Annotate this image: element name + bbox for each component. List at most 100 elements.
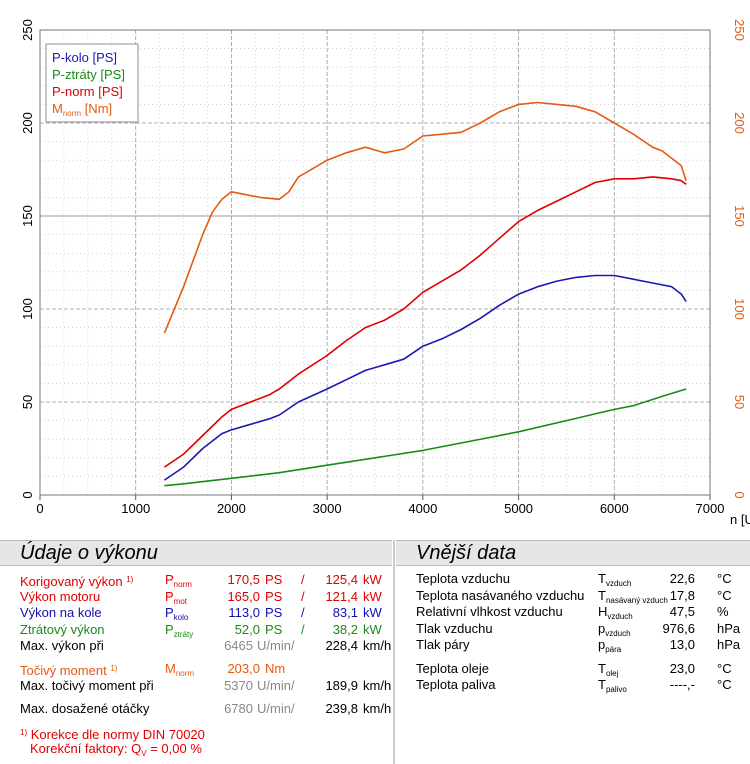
vykon-symbol-2: Pkolo (165, 605, 189, 622)
legend-entry-3: Mnorm [Nm] (52, 101, 112, 118)
max-vykon-speed-unit: km/h (363, 638, 392, 653)
chart-legend: P-kolo [PS] P-ztráty [PS] P-norm [PS] Mnorm… (45, 43, 139, 123)
vykon-unit-ps-3: PS (265, 621, 283, 637)
max-moment-rpm: 5370 (224, 678, 253, 693)
vykon-symbol-1: Pmot (165, 588, 188, 606)
correction-factor: Korekční faktory: QV = 0,00 % (30, 741, 202, 758)
vnejsi-value-6: ----,- (669, 677, 695, 692)
vykon-symbol-0: Pnorm (165, 572, 192, 589)
vnejsi-symbol-0: Tvzduch (598, 571, 632, 588)
moment-symbol: Mnorm (165, 661, 195, 678)
vnejsi-symbol-5: Tolej (598, 660, 619, 678)
panel-divider (393, 540, 395, 764)
x-tick-label: 1000 (121, 501, 150, 516)
vnejsi-panel-header: Vnější data (396, 540, 750, 566)
vnejsi-value-4: 13,0 (669, 637, 695, 652)
plot-frame (39, 29, 711, 496)
vnejsi-unit-2: % (717, 604, 729, 619)
series-line-3 (163, 101, 687, 334)
vykon-value-ps-0: 170,5 (227, 572, 260, 587)
legend-entry-2: P-norm [PS] (52, 84, 123, 99)
vykon-unit-kw-2: kW (363, 605, 382, 620)
vykon-sep-2: / (301, 605, 305, 620)
legend-entry-1: P-ztráty [PS] (52, 67, 125, 82)
vykon-label-1: Výkon motoru (20, 588, 101, 604)
vykon-label-3: Ztrátový výkon (20, 621, 105, 637)
legend-entry-0: P-kolo [PS] (52, 50, 117, 65)
vykon-panel-header: Údaje o výkonu (0, 540, 392, 566)
y2-tick-label: 150 (732, 205, 747, 227)
vnejsi-label-6: Teplota paliva (416, 677, 496, 692)
legend-box (45, 43, 139, 123)
vnejsi-unit-1: °C (717, 587, 732, 603)
vnejsi-label-2: Relativní vlhkost vzduchu (416, 604, 563, 619)
vykon-value-ps-2: 113,0 (228, 605, 260, 620)
vnejsi-label-5: Teplota oleje (416, 660, 489, 676)
vnejsi-symbol-2: Hvzduch (598, 604, 633, 621)
x-tick-label: 0 (36, 501, 43, 516)
max-vykon-rpm-unit: U/min/ (257, 638, 295, 653)
x-tick-label: 4000 (408, 501, 437, 516)
vnejsi-unit-6: °C (717, 677, 732, 692)
vykon-title: Údaje o výkonu (20, 542, 158, 564)
vykon-unit-ps-1: PS (265, 588, 283, 604)
vnejsi-symbol-1: Tnasávaný vzduch (598, 587, 668, 605)
max-otacky-speed-unit: km/h (363, 701, 392, 716)
max-moment-speed: 189,9 (325, 678, 358, 693)
vykon-symbol-3: Pztráty (165, 621, 194, 639)
x-axis-label: n [U (730, 512, 750, 527)
max-otacky-rpm-unit: U/min/ (257, 701, 295, 716)
max-moment-rpm-unit: U/min/ (257, 678, 295, 693)
footnote: 1) Korekce dle normy DIN 70020 (20, 727, 205, 742)
max-otacky-label: Max. dosažené otáčky (20, 701, 150, 716)
y-tick-label: 100 (20, 298, 35, 320)
vykon-unit-kw-1: kW (363, 588, 382, 604)
max-vykon-rpm: 6465 (224, 638, 253, 653)
vykon-value-kw-0: 125,4 (325, 572, 358, 587)
vnejsi-label-4: Tlak páry (416, 637, 470, 652)
vnejsi-value-2: 47,5 (669, 604, 695, 619)
vykon-value-ps-3: 52,0 (234, 621, 260, 637)
moment-value: 203,0 (227, 661, 260, 676)
vykon-unit-kw-0: kW (363, 572, 382, 587)
x-tick-label: 6000 (600, 501, 629, 516)
vykon-label-0: Korigovaný výkon 1) (20, 574, 134, 589)
vnejsi-symbol-3: pvzduch (598, 620, 631, 638)
vnejsi-value-1: 17,8 (669, 587, 695, 603)
vykon-sep-3: / (301, 621, 305, 637)
vnejsi-unit-5: °C (717, 660, 732, 676)
vykon-unit-ps-0: PS (265, 572, 283, 587)
moment-label: Točivý moment 1) (20, 663, 118, 678)
vykon-sep-0: / (301, 572, 305, 587)
series-line-2 (163, 176, 687, 468)
x-tick-label: 3000 (313, 501, 342, 516)
max-moment-speed-unit: km/h (363, 678, 392, 693)
vnejsi-value-5: 23,0 (669, 660, 695, 676)
vnejsi-value-3: 976,6 (662, 620, 695, 636)
chart-grid (40, 30, 710, 495)
y-tick-label: 200 (20, 112, 35, 134)
vnejsi-label-1: Teplota nasávaného vzduchu (416, 587, 585, 603)
vnejsi-unit-4: hPa (717, 637, 741, 652)
vnejsi-value-0: 22,6 (669, 571, 695, 586)
chart-series (163, 101, 687, 487)
y2-tick-label: 100 (732, 298, 747, 320)
vykon-label-2: Výkon na kole (20, 605, 102, 620)
vnejsi-unit-0: °C (717, 571, 732, 586)
vykon-value-ps-1: 165,0 (227, 588, 260, 604)
vykon-value-kw-1: 121,4 (325, 588, 358, 604)
vnejsi-symbol-4: ppára (598, 637, 622, 654)
x-tick-label: 2000 (217, 501, 246, 516)
vykon-unit-kw-3: kW (363, 621, 382, 637)
max-moment-label: Max. točivý moment při (20, 678, 154, 693)
vykon-sep-1: / (301, 588, 305, 604)
max-vykon-label: Max. výkon při (20, 638, 104, 653)
vnejsi-symbol-6: Tpalivo (598, 677, 627, 694)
x-tick-label: 5000 (504, 501, 533, 516)
y2-tick-label: 200 (732, 112, 747, 134)
y2-tick-label: 50 (732, 395, 747, 409)
y-tick-label: 0 (20, 491, 35, 498)
vykon-value-kw-2: 83,1 (332, 605, 358, 620)
